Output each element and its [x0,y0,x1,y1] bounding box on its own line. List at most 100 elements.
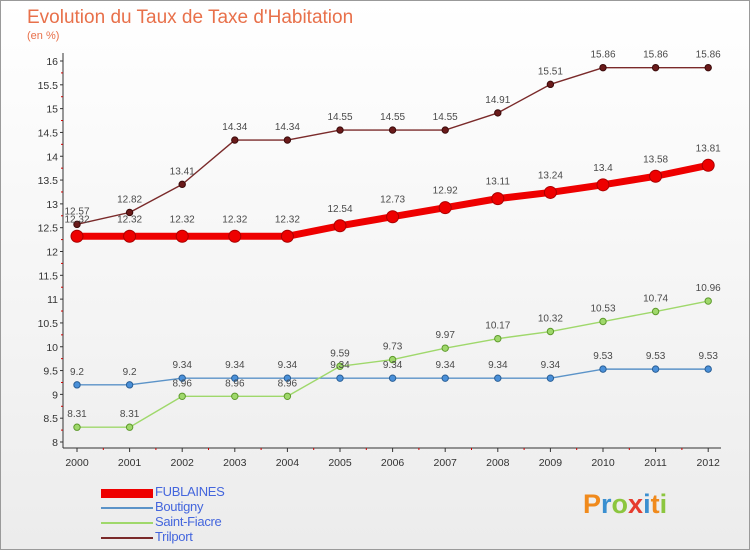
data-label: 10.96 [696,283,721,294]
data-label: 12.32 [117,214,142,225]
data-label: 9.97 [435,330,455,341]
legend-label: Saint-Fiacre [155,514,222,529]
data-point [333,219,347,233]
data-label: 9.34 [488,360,508,371]
data-label: 9.34 [330,360,350,371]
data-point [494,109,502,117]
logo-letter: x [628,489,644,519]
y-tick-label: 14 [46,151,58,163]
x-tick-label: 2000 [65,457,89,469]
axes: 8 8.5 9 9.5 10 10.5 11 11.5 12 12.5 13 13.5 14 14.5 15… [38,53,721,469]
data-label: 12.82 [117,194,142,205]
logo-letter: i [659,489,668,519]
data-labels: 12.32 12.32 12.32 12.32 12.32 12.54 12.73 12.92… [64,50,721,421]
x-tick-label: 2005 [328,457,352,469]
legend-swatch [101,489,153,498]
legend-label: FUBLAINES [155,484,225,499]
y-tick-label: 10 [46,342,58,354]
data-label: 12.32 [222,214,247,225]
data-point [231,392,239,400]
data-point [336,374,344,382]
data-label: 15.86 [643,50,668,61]
y-tick-label: 11 [47,294,58,306]
data-label: 8.31 [67,409,87,420]
data-point [178,180,186,189]
chart-subtitle: (en %) [27,30,60,42]
data-point [228,229,242,243]
data-label: 13.24 [538,170,563,181]
data-label: 12.32 [275,214,300,225]
data-label: 14.55 [380,112,405,123]
y-tick-label: 14.5 [38,127,59,139]
data-point [438,201,452,215]
data-label: 12.57 [64,206,89,217]
x-tick-label: 2003 [223,457,247,469]
data-point [178,374,186,382]
data-label: 9.2 [70,367,84,378]
data-label: 15.51 [538,66,563,77]
data-point [599,365,607,373]
data-point [546,374,555,382]
data-point [599,317,607,326]
data-label: 14.91 [485,95,510,106]
x-tick-label: 2007 [434,457,458,469]
data-point [491,192,505,206]
data-label: 10.53 [590,304,615,315]
x-tick-label: 2008 [486,457,510,469]
data-label: 13.4 [593,163,613,174]
data-point [494,334,502,343]
y-tick-label: 13 [46,199,58,211]
data-point [651,365,660,373]
x-tick-label: 2009 [539,457,563,469]
logo-letter: i [643,489,651,519]
data-label: 8.96 [225,378,245,389]
y-tick-label: 8.5 [43,413,58,425]
data-point [704,365,712,373]
logo-letter: o [611,489,629,519]
logo-letter: r [601,489,612,519]
data-label: 9.34 [435,360,455,371]
data-point [231,374,239,382]
proxiti-logo: Proxiti [583,489,667,520]
legend-label: Trilport [155,529,193,544]
data-point [283,392,292,400]
data-label: 14.34 [222,122,247,133]
y-tick-label: 15.5 [38,80,59,92]
data-point [73,423,81,431]
data-label: 14.34 [275,122,300,133]
data-label: 10.17 [485,321,510,332]
data-point [280,229,294,243]
data-label: 9.53 [593,351,613,362]
data-point [651,63,660,72]
data-point [596,178,610,192]
legend-swatch [101,507,153,509]
data-label: 15.86 [590,50,615,61]
data-point [701,158,715,172]
data-points [70,63,715,431]
data-label: 9.59 [330,348,350,359]
data-label: 13.58 [643,154,668,165]
data-point [178,392,186,400]
data-point [283,374,292,382]
data-point [336,362,344,370]
data-point [388,126,397,134]
data-label: 9.34 [383,360,403,371]
data-label: 8.31 [120,409,140,420]
legend-swatch [101,522,153,524]
data-point [125,423,134,431]
data-label: 14.55 [433,112,458,123]
data-label: 9.34 [225,360,245,371]
data-point [546,327,555,336]
data-label: 9.73 [383,342,403,353]
data-point [704,297,712,305]
data-point [70,229,84,243]
y-tick-label: 8 [52,437,58,449]
data-label: 9.53 [698,351,718,362]
data-label: 13.41 [170,166,195,177]
data-label: 12.73 [380,195,405,206]
data-point [441,374,449,382]
logo-letter: t [650,489,660,519]
data-point [283,136,292,144]
